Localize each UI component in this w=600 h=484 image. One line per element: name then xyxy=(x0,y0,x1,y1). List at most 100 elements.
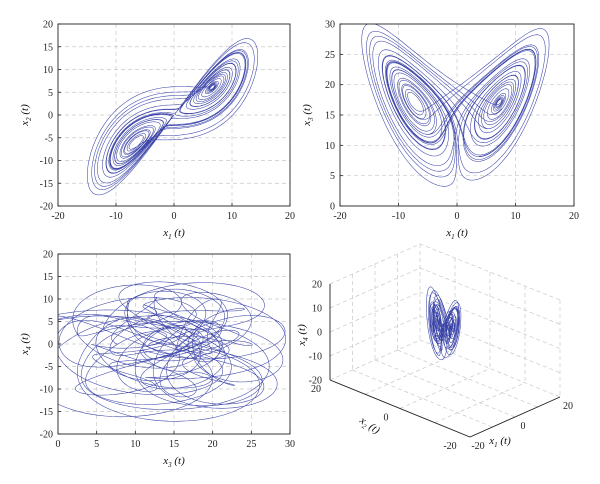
y-tick-label: 25 xyxy=(325,50,335,61)
z-tick-label: 20 xyxy=(312,280,322,291)
x-axis-label-sub: 1 xyxy=(451,233,455,241)
y-tick-label: 20 xyxy=(43,250,53,261)
y-axis-label-suffix: (t) xyxy=(19,104,31,117)
x-axis-label-base: x xyxy=(445,227,451,239)
y-axis-label: x3 (t) xyxy=(301,104,315,127)
y-tick-label: 20 xyxy=(43,20,53,31)
z-axis-label: x4 (t) xyxy=(296,324,310,347)
x-tick-label: 5 xyxy=(94,439,99,450)
y-tick-label: 10 xyxy=(43,65,53,76)
y-axis-label-sub: 3 xyxy=(307,117,315,122)
wall-grid-h xyxy=(329,291,561,349)
floor-grid-a xyxy=(434,382,526,424)
series-trajectory xyxy=(58,281,286,422)
y-axis-label-suffix: (t) xyxy=(301,104,313,117)
z-tick-label: 10 xyxy=(312,304,322,315)
x-axis-label: x1 (t) xyxy=(445,227,468,241)
floor-front-axes xyxy=(329,379,561,438)
y-axis-label-base: x xyxy=(19,350,31,356)
z-axis-label-sub: 4 xyxy=(302,337,310,341)
x-axis-label-sub: 3 xyxy=(167,461,172,469)
plot-frame xyxy=(57,253,291,435)
y-axis-label: x2 (t) xyxy=(19,104,33,127)
y-tick-label: -20 xyxy=(40,202,53,213)
y-tick-label: -5 xyxy=(45,133,53,144)
x-tick-label: 10 xyxy=(511,211,521,222)
x-axis-label: x1 (t) xyxy=(162,227,185,241)
x-tick-label: 20 xyxy=(569,211,579,222)
x-tick-label: -20 xyxy=(471,441,484,452)
y-tick-label: 10 xyxy=(43,295,53,306)
x-tick-label: -20 xyxy=(333,211,346,222)
floor-grid-a xyxy=(399,368,491,409)
y-tick-label: 15 xyxy=(325,111,335,122)
y-tick-label: 10 xyxy=(325,141,335,152)
x-tick-label: 20 xyxy=(563,401,573,412)
y-axis-label-sub: 2 xyxy=(360,422,368,431)
y-tick-label: 5 xyxy=(330,171,335,182)
y-axis-label: x2 (t) xyxy=(355,414,382,439)
y-tick-label: 0 xyxy=(48,111,53,122)
wall-grid-h xyxy=(329,315,561,374)
y-tick-label: 5 xyxy=(48,88,53,99)
floor-back-edges xyxy=(329,339,561,398)
y-tick-label: -10 xyxy=(40,156,53,167)
x-tick-label: 10 xyxy=(130,439,140,450)
y-tick-label: 15 xyxy=(43,42,53,53)
y-tick-label: -15 xyxy=(40,179,53,190)
x-tick-label: 0 xyxy=(521,421,526,432)
z-axis-label-suffix: (t) xyxy=(296,324,308,337)
x-axis-label-base: x xyxy=(488,435,494,447)
x-axis-label-sub: 1 xyxy=(494,441,498,449)
x-axis-label: x3 (t) xyxy=(162,455,185,469)
y-axis-label-sub: 4 xyxy=(25,346,33,350)
x-tick-label: 25 xyxy=(246,439,256,450)
x-axis-label-base: x xyxy=(162,227,168,239)
x-axis-label-suffix: (t) xyxy=(455,227,468,239)
x-axis-label-suffix: (t) xyxy=(172,455,185,467)
x-axis-label-suffix: (t) xyxy=(172,227,185,239)
x-tick-label: 0 xyxy=(455,211,460,222)
y-tick-label: 0 xyxy=(330,202,335,213)
x-tick-label: 20 xyxy=(208,439,218,450)
y-tick-label: -10 xyxy=(40,385,53,396)
x-tick-label: 0 xyxy=(56,439,61,450)
y-axis-label-suffix: (t) xyxy=(19,333,31,346)
y-axis-label-base: x xyxy=(357,414,369,427)
x-tick-label: -20 xyxy=(51,211,64,222)
x-axis-label-suffix: (t) xyxy=(498,435,511,447)
plot-frame xyxy=(339,23,575,207)
y-tick-label: -20 xyxy=(443,441,456,452)
wall-grid-h xyxy=(329,267,561,325)
y-axis-label-suffix: (t) xyxy=(364,419,382,437)
y-axis-label-base: x xyxy=(301,121,313,127)
y-tick-label: 5 xyxy=(48,317,53,328)
x-axis-label-base: x xyxy=(162,455,168,467)
z-tick-label: 0 xyxy=(317,328,322,339)
series-trajectory-3d xyxy=(426,286,462,360)
x-tick-label: -10 xyxy=(392,211,405,222)
y-tick-label: 0 xyxy=(48,340,53,351)
x-tick-label: -10 xyxy=(109,211,122,222)
series-trajectory xyxy=(361,24,550,187)
x-tick-label: 20 xyxy=(285,211,295,222)
y-tick-label: -5 xyxy=(45,362,53,373)
x-axis-label: x1 (t) xyxy=(488,435,511,449)
y-tick-label: 15 xyxy=(43,272,53,283)
y-axis-label: x4 (t) xyxy=(19,333,33,356)
x-tick-label: 30 xyxy=(285,439,295,450)
y-tick-label: 20 xyxy=(311,384,321,395)
y-tick-label: 30 xyxy=(325,20,335,31)
y-tick-label: 0 xyxy=(384,413,389,424)
wall-top-edges xyxy=(329,243,561,301)
y-tick-label: -15 xyxy=(40,407,53,418)
x-axis-label-sub: 1 xyxy=(168,233,172,241)
x-tick-label: 0 xyxy=(172,211,177,222)
y-tick-label: 20 xyxy=(325,80,335,91)
z-axis-label-base: x xyxy=(296,341,308,347)
plot-frame xyxy=(57,23,291,207)
y-axis-label-base: x xyxy=(19,121,31,127)
